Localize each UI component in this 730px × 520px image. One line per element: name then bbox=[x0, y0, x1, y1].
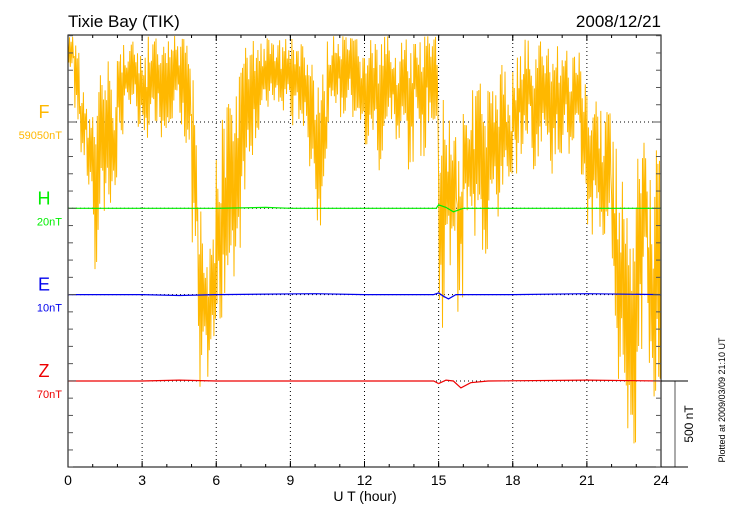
x-tick-label: 12 bbox=[357, 472, 373, 488]
series-H-baseline-value: 20nT bbox=[37, 216, 62, 228]
series-F-trace bbox=[67, 35, 661, 444]
series-E-baseline-value: 10nT bbox=[37, 303, 62, 315]
x-tick-label: 0 bbox=[64, 472, 72, 488]
series-Z-label: Z bbox=[39, 361, 50, 381]
series-H-trace bbox=[68, 204, 661, 213]
traces bbox=[67, 35, 662, 444]
x-tick-label: 15 bbox=[431, 472, 447, 488]
series-Z-baseline-value: 70nT bbox=[37, 389, 62, 401]
x-tick-label: 3 bbox=[138, 472, 146, 488]
x-tick-label: 18 bbox=[505, 472, 521, 488]
x-tick-label: 6 bbox=[212, 472, 220, 488]
x-tick-label: 21 bbox=[579, 472, 595, 488]
series-H-label: H bbox=[38, 188, 51, 208]
series-labels: F 59050nT H 20nT E 10nT Z 70nT bbox=[19, 102, 63, 401]
series-Z-trace bbox=[68, 379, 662, 389]
axes: 0 3 6 9 12 15 18 21 24 bbox=[64, 35, 669, 488]
scale-bar-label: 500 nT bbox=[682, 405, 696, 443]
series-E-label: E bbox=[38, 275, 50, 295]
station-title: Tixie Bay (TIK) bbox=[68, 12, 180, 31]
plotted-timestamp: Plotted at 2009/03/09 21:10 UT bbox=[717, 337, 727, 463]
date-title: 2008/12/21 bbox=[576, 12, 661, 31]
x-tick-label: 9 bbox=[286, 472, 294, 488]
x-axis-label: U T (hour) bbox=[333, 488, 396, 504]
series-E-trace bbox=[68, 292, 662, 300]
series-F-baseline-value: 59050nT bbox=[19, 130, 63, 142]
series-F-label: F bbox=[39, 102, 50, 122]
x-tick-label: 24 bbox=[653, 472, 669, 488]
